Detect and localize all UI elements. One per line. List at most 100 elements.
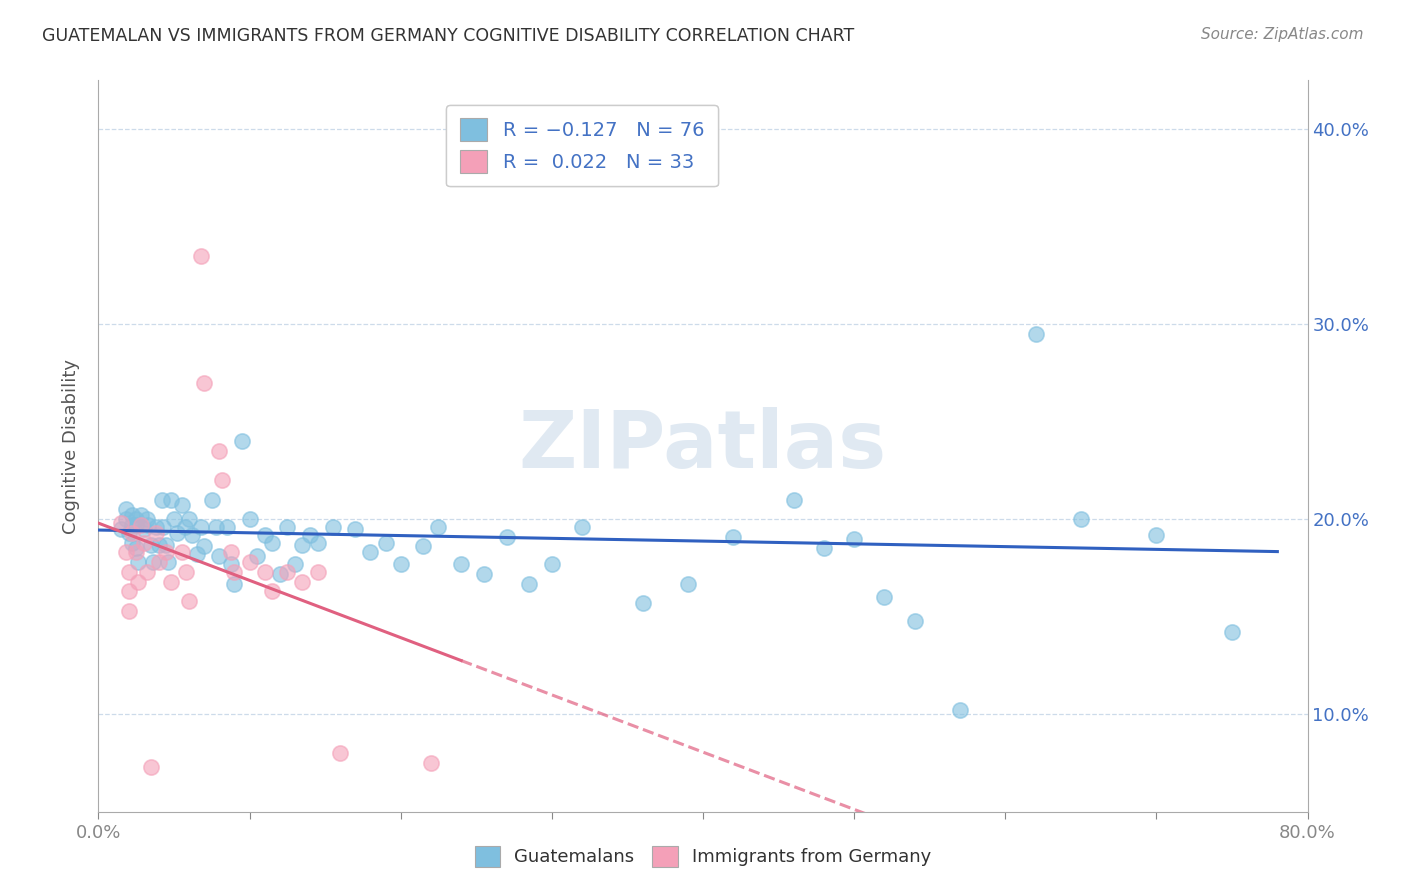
Point: [132, 522, 155, 536]
Point: [472, 566, 495, 581]
Point: [1070, 512, 1092, 526]
Point: [450, 557, 472, 571]
Point: [307, 565, 329, 579]
Point: [121, 535, 143, 549]
Point: [215, 520, 238, 534]
Point: [602, 151, 624, 165]
Point: [783, 492, 806, 507]
Point: [517, 576, 540, 591]
Point: [813, 541, 835, 556]
Point: [170, 499, 193, 513]
Point: [1144, 527, 1167, 541]
Point: [269, 566, 291, 581]
Point: [135, 512, 157, 526]
Point: [540, 557, 562, 571]
Point: [412, 540, 434, 554]
Point: [307, 535, 329, 549]
Point: [420, 756, 443, 770]
Point: [118, 604, 141, 618]
Point: [145, 520, 167, 534]
Legend: Guatemalans, Immigrants from Germany: Guatemalans, Immigrants from Germany: [467, 838, 939, 874]
Point: [193, 540, 215, 554]
Point: [360, 545, 382, 559]
Point: [276, 520, 298, 534]
Point: [427, 520, 450, 534]
Text: Source: ZipAtlas.com: Source: ZipAtlas.com: [1201, 27, 1364, 42]
Point: [208, 443, 231, 458]
Point: [181, 527, 204, 541]
Point: [221, 557, 243, 571]
Point: [114, 502, 136, 516]
Point: [179, 594, 201, 608]
Point: [132, 535, 155, 549]
Point: [152, 520, 174, 534]
Point: [141, 760, 163, 774]
Point: [205, 520, 228, 534]
Point: [186, 547, 208, 561]
Point: [1024, 326, 1046, 341]
Point: [125, 541, 148, 556]
Point: [125, 545, 148, 559]
Point: [299, 527, 322, 541]
Point: [170, 545, 193, 559]
Point: [150, 492, 173, 507]
Point: [114, 512, 136, 526]
Point: [155, 537, 177, 551]
Point: [239, 555, 262, 569]
Point: [193, 376, 215, 390]
Point: [129, 518, 152, 533]
Point: [631, 596, 654, 610]
Text: ZIPatlas: ZIPatlas: [519, 407, 887, 485]
Point: [1220, 625, 1243, 640]
Point: [173, 520, 195, 534]
Point: [125, 518, 148, 533]
Point: [221, 545, 243, 559]
Point: [374, 535, 396, 549]
Point: [121, 518, 143, 533]
Point: [262, 535, 284, 549]
Point: [322, 520, 344, 534]
Point: [160, 492, 183, 507]
Point: [253, 565, 276, 579]
Point: [211, 473, 233, 487]
Point: [239, 512, 262, 526]
Point: [145, 525, 167, 540]
Point: [344, 522, 367, 536]
Point: [949, 703, 972, 717]
Point: [110, 516, 132, 530]
Point: [291, 537, 314, 551]
Point: [179, 512, 201, 526]
Point: [291, 574, 314, 589]
Point: [118, 584, 141, 599]
Point: [163, 512, 186, 526]
Point: [208, 549, 231, 564]
Point: [873, 590, 896, 604]
Point: [156, 555, 179, 569]
Point: [125, 512, 148, 526]
Point: [174, 565, 197, 579]
Point: [148, 555, 170, 569]
Point: [114, 545, 136, 559]
Point: [136, 518, 159, 533]
Point: [676, 576, 699, 591]
Point: [118, 565, 141, 579]
Point: [253, 527, 276, 541]
Point: [190, 249, 212, 263]
Point: [155, 545, 177, 559]
Point: [231, 434, 253, 449]
Point: [276, 565, 298, 579]
Point: [495, 530, 517, 544]
Point: [121, 508, 143, 523]
Point: [224, 565, 246, 579]
Point: [127, 574, 149, 589]
Point: [190, 520, 212, 534]
Point: [160, 574, 183, 589]
Point: [723, 530, 745, 544]
Point: [166, 525, 188, 540]
Point: [110, 522, 132, 536]
Point: [141, 537, 163, 551]
Point: [284, 557, 307, 571]
Point: [127, 555, 149, 569]
Point: [142, 555, 165, 569]
Point: [904, 614, 927, 628]
